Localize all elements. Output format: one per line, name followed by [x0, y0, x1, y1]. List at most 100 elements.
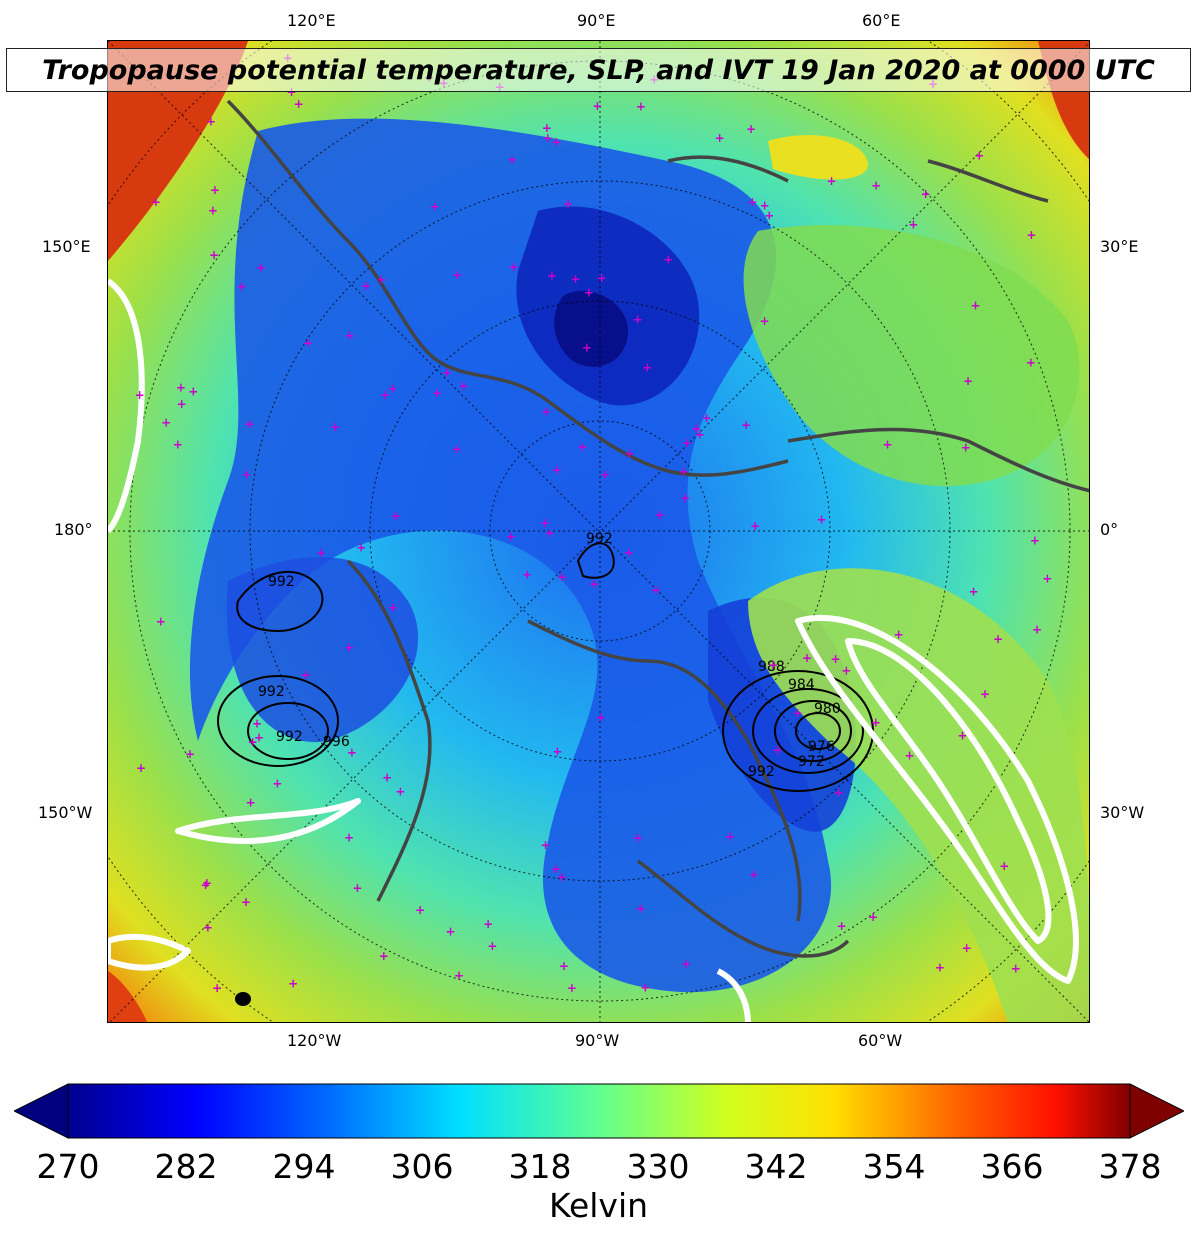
station-marker-icon: + [391, 509, 401, 523]
lon-label-left-150e: 150°E [42, 237, 91, 256]
lon-label-right-30w: 30°W [1100, 803, 1145, 822]
station-marker-icon: + [361, 279, 371, 293]
station-marker-icon: + [1032, 623, 1042, 637]
station-marker-icon: + [161, 416, 171, 430]
slp-contour-label: 976 [808, 739, 835, 755]
station-marker-icon: + [871, 715, 881, 729]
slp-contour-label: 972 [798, 754, 825, 770]
station-marker-icon: + [173, 438, 183, 452]
station-marker-icon: + [242, 468, 252, 482]
station-marker-icon: + [209, 248, 219, 262]
station-marker-icon: + [542, 121, 552, 135]
station-marker-icon: + [206, 114, 216, 128]
station-marker-icon: + [802, 651, 812, 665]
station-marker-icon: + [540, 516, 550, 530]
station-marker-icon: + [633, 831, 643, 845]
warm-region-bottom-left [108, 971, 148, 1022]
station-marker-icon: + [415, 903, 425, 917]
station-marker-icon: + [446, 924, 456, 938]
station-marker-icon: + [764, 208, 774, 222]
station-marker-icon: + [691, 422, 701, 436]
station-marker-icon: + [894, 627, 904, 641]
station-marker-icon: + [584, 286, 594, 300]
station-marker-icon: + [545, 526, 555, 540]
colorbar-tick-label: 354 [862, 1147, 926, 1186]
station-marker-icon: + [655, 508, 665, 522]
station-marker-icon: + [816, 513, 826, 527]
slp-contour-label: 984 [788, 677, 815, 693]
station-marker-icon: + [241, 895, 251, 909]
lon-label-top-90e: 90°E [577, 11, 616, 30]
station-marker-icon: + [330, 420, 340, 434]
station-marker-icon: + [715, 131, 725, 145]
slp-contour-label: 992 [586, 531, 613, 547]
station-marker-icon: + [768, 658, 778, 672]
station-marker-icon: + [695, 428, 705, 442]
colorbar-tick-label: 330 [626, 1147, 690, 1186]
station-marker-icon: + [382, 771, 392, 785]
station-marker-icon: + [248, 735, 258, 749]
colorbar-tick-label: 306 [390, 1147, 454, 1186]
station-marker-icon: + [552, 745, 562, 759]
station-marker-icon: + [1011, 962, 1021, 976]
station-marker-icon: + [151, 195, 161, 209]
station-marker-icon: + [487, 939, 497, 953]
station-marker-icon: + [921, 187, 931, 201]
station-marker-icon: + [547, 269, 557, 283]
station-marker-icon: + [746, 122, 756, 136]
lon-label-left-180: 180° [54, 520, 93, 539]
station-marker-icon: + [557, 870, 567, 884]
station-marker-icon: + [793, 706, 803, 720]
colorbar-tick-label: 282 [154, 1147, 218, 1186]
station-marker-icon: + [624, 546, 634, 560]
station-marker-icon: + [442, 365, 452, 379]
station-marker-icon: + [388, 600, 398, 614]
station-marker-icon: + [905, 749, 915, 763]
station-marker-icon: + [136, 761, 146, 775]
slp-contour-label: 992 [748, 764, 775, 780]
station-marker-icon: + [636, 99, 646, 113]
lon-label-top-120e: 120°E [287, 11, 336, 30]
station-marker-icon: + [980, 687, 990, 701]
colorbar [14, 1083, 1184, 1139]
station-marker-icon: + [682, 436, 692, 450]
station-marker-icon: + [935, 960, 945, 974]
station-marker-icon: + [882, 437, 892, 451]
lon-label-right-30e: 30°E [1100, 237, 1139, 256]
slp-contour-label: 996 [323, 734, 350, 750]
station-marker-icon: + [507, 153, 517, 167]
station-marker-icon: + [395, 784, 405, 798]
station-marker-icon: + [1042, 572, 1052, 586]
map-title: Tropopause potential temperature, SLP, a… [42, 54, 1155, 86]
station-marker-icon: + [741, 418, 751, 432]
station-marker-icon: + [388, 382, 398, 396]
station-marker-icon: + [287, 85, 297, 99]
station-marker-icon: + [871, 178, 881, 192]
station-marker-icon: + [749, 867, 759, 881]
station-marker-icon: + [188, 384, 198, 398]
station-marker-icon: + [509, 260, 519, 274]
station-marker-icon: + [592, 99, 602, 113]
slp-contours [217, 542, 874, 792]
station-marker-icon: + [999, 859, 1009, 873]
station-marker-icon: + [559, 959, 569, 973]
station-marker-icon: + [633, 312, 643, 326]
station-marker-icon: + [237, 279, 247, 293]
station-marker-icon: + [380, 388, 390, 402]
station-marker-icon: + [185, 747, 195, 761]
station-marker-icon: + [272, 776, 282, 790]
station-marker-icon: + [831, 652, 841, 666]
station-marker-icon: + [841, 664, 851, 678]
station-marker-icon: + [316, 546, 326, 560]
colorbar-label: Kelvin [548, 1186, 649, 1225]
station-marker-icon: + [301, 668, 311, 682]
station-marker-icon: + [680, 491, 690, 505]
station-marker-icon: + [582, 340, 592, 354]
station-marker-icon: + [201, 878, 211, 892]
station-marker-icon: + [957, 729, 967, 743]
station-marker-icon: + [459, 379, 469, 393]
lon-label-bottom-120w: 120°W [287, 1031, 342, 1050]
station-marker-icon: + [773, 743, 783, 757]
